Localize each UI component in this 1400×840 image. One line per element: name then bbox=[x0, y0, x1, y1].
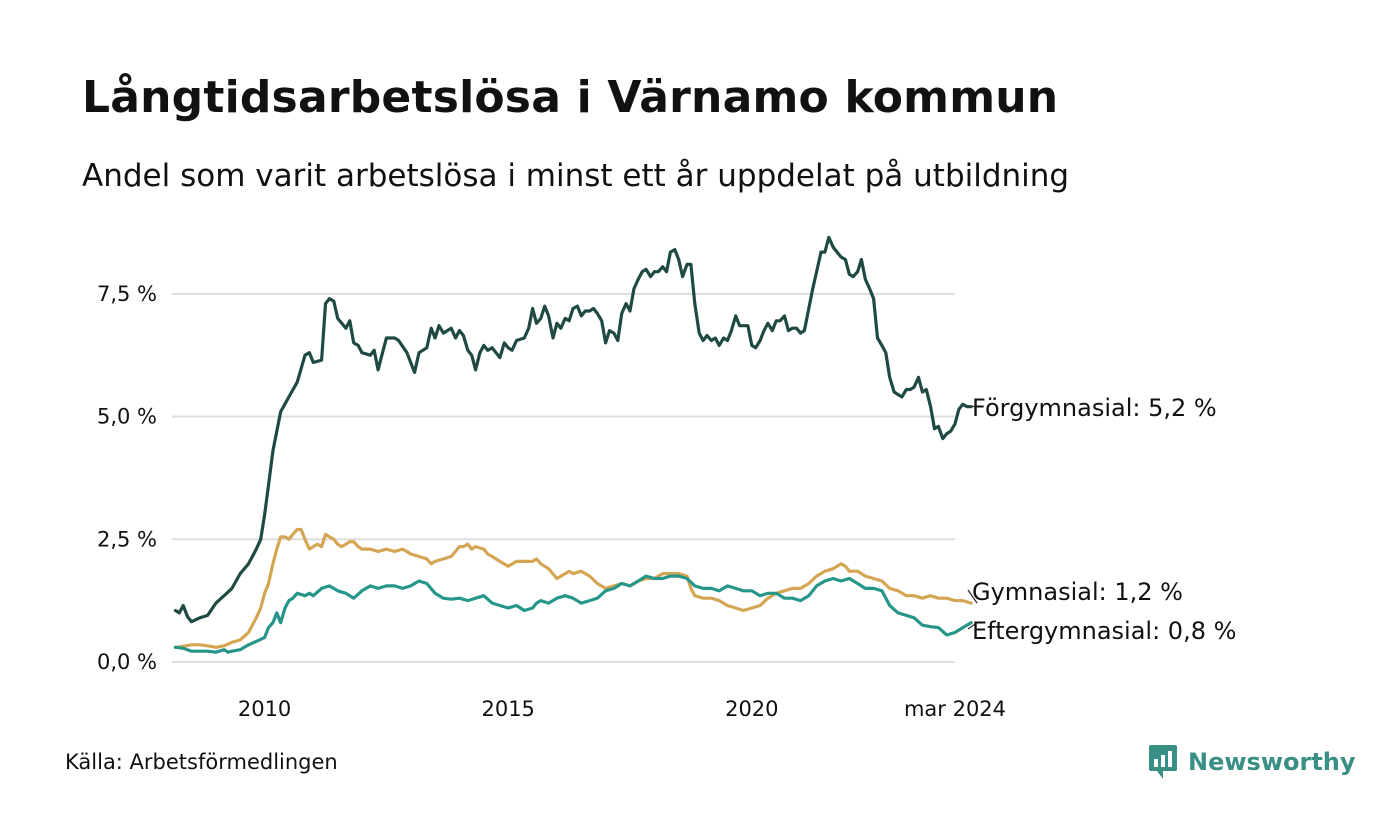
end-labels: Förgymnasial: 5,2 % Gymnasial: 1,2 % Efter… bbox=[967, 394, 1236, 645]
series-line-forgymnasial bbox=[173, 235, 973, 624]
x-tick-label: 2020 bbox=[725, 697, 778, 721]
x-axis: 2010 2015 2020 mar 2024 bbox=[238, 697, 1006, 721]
chart-title: Långtidsarbetslösa i Värnamo kommun bbox=[82, 72, 1059, 123]
end-label-connector-gymnasial bbox=[967, 589, 978, 604]
brand-logo: Newsworthy bbox=[1148, 744, 1356, 780]
x-tick-label: 2015 bbox=[481, 697, 534, 721]
newsworthy-logo-icon bbox=[1149, 745, 1177, 779]
y-tick-label: 2,5 % bbox=[97, 527, 157, 551]
y-tick-label: 7,5 % bbox=[97, 282, 157, 306]
y-tick-label: 5,0 % bbox=[97, 405, 157, 429]
chart-subtitle: Andel som varit arbetslösa i minst ett å… bbox=[82, 158, 1070, 194]
x-tick-label: 2010 bbox=[238, 697, 291, 721]
source-note: Källa: Arbetsförmedlingen bbox=[65, 750, 338, 774]
end-label-gymnasial: Gymnasial: 1,2 % bbox=[972, 578, 1183, 606]
end-label-connector-eftergymnasial bbox=[967, 622, 978, 630]
x-tick-label: mar 2024 bbox=[904, 697, 1006, 721]
grid-lines bbox=[172, 292, 955, 663]
end-label-eftergymnasial: Eftergymnasial: 0,8 % bbox=[972, 617, 1236, 645]
series-line-eftergymnasial bbox=[173, 574, 973, 654]
series-group bbox=[173, 235, 973, 654]
y-tick-label: 0,0 % bbox=[97, 650, 157, 674]
end-label-connector-forgymnasial bbox=[967, 405, 978, 408]
series-line-gymnasial bbox=[173, 527, 973, 649]
brand-name: Newsworthy bbox=[1188, 748, 1356, 776]
y-axis: 0,0 % 2,5 % 5,0 % 7,5 % bbox=[97, 282, 157, 674]
end-label-forgymnasial: Förgymnasial: 5,2 % bbox=[972, 394, 1217, 422]
